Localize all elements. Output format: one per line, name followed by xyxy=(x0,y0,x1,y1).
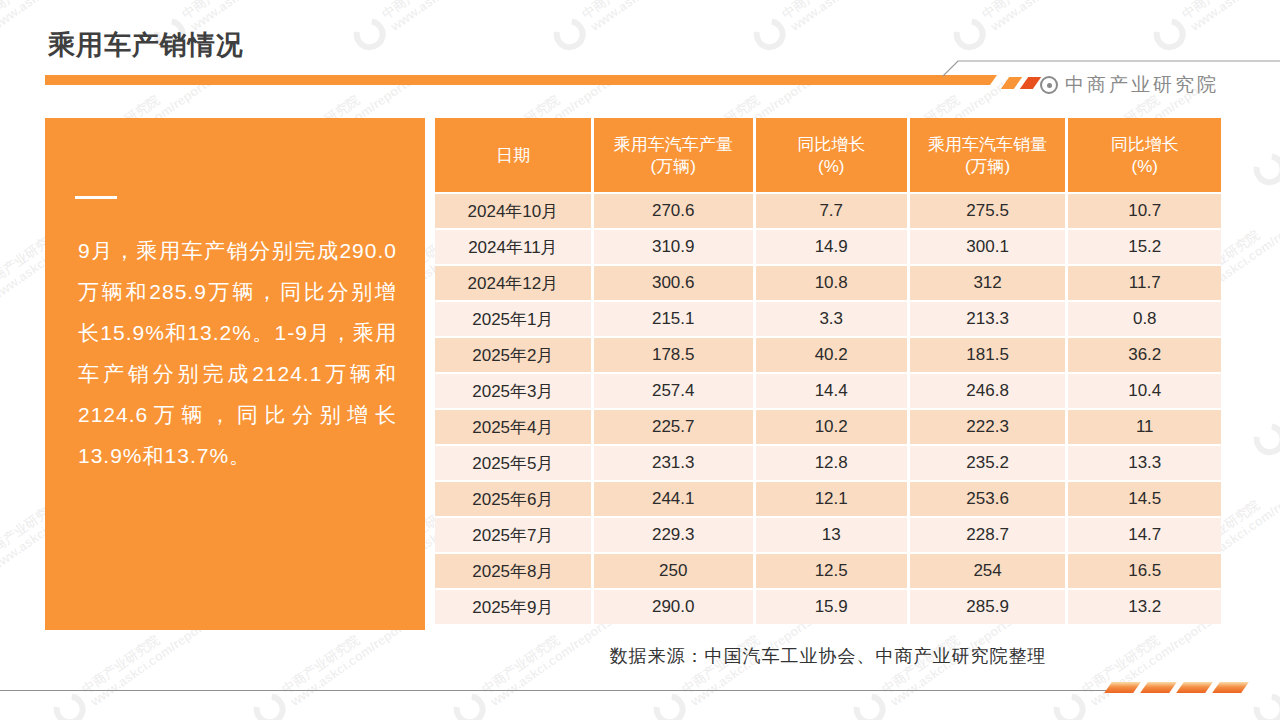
table-cell: 285.9 xyxy=(910,588,1069,624)
table-cell: 2025年2月 xyxy=(435,336,594,372)
table-cell: 2025年5月 xyxy=(435,444,594,480)
table-cell: 222.3 xyxy=(910,408,1069,444)
brand-name: 中商产业研究院 xyxy=(1065,72,1219,98)
table-cell: 246.8 xyxy=(910,372,1069,408)
table-row: 2025年6月244.112.1253.614.5 xyxy=(435,480,1221,516)
table-cell: 7.7 xyxy=(756,192,910,228)
column-header: 同比增长(%) xyxy=(1068,118,1221,192)
table-cell: 2025年3月 xyxy=(435,372,594,408)
table-cell: 2024年10月 xyxy=(435,192,594,228)
table-cell: 12.8 xyxy=(756,444,910,480)
table-cell: 270.6 xyxy=(594,192,756,228)
bottom-rule-line xyxy=(0,690,1108,691)
table-cell: 2024年11月 xyxy=(435,228,594,264)
table-cell: 10.4 xyxy=(1068,372,1221,408)
table-cell: 228.7 xyxy=(910,516,1069,552)
table-row: 2025年7月229.313228.714.7 xyxy=(435,516,1221,552)
table-cell: 13.3 xyxy=(1068,444,1221,480)
table-cell: 16.5 xyxy=(1068,552,1221,588)
table-row: 2024年11月310.914.9300.115.2 xyxy=(435,228,1221,264)
table-cell: 215.1 xyxy=(594,300,756,336)
table-header: 日期乘用车汽车产量(万辆)同比增长(%)乘用车汽车销量(万辆)同比增长(%) xyxy=(435,118,1221,192)
table-cell: 2025年9月 xyxy=(435,588,594,624)
table-cell: 2025年6月 xyxy=(435,480,594,516)
panel-dash xyxy=(75,196,117,199)
data-source-note: 数据来源：中国汽车工业协会、中商产业研究院整理 xyxy=(435,644,1221,668)
brand-logo: 中商产业研究院 xyxy=(1040,72,1219,98)
table-row: 2025年5月231.312.8235.213.3 xyxy=(435,444,1221,480)
table-cell: 3.3 xyxy=(756,300,910,336)
table-body: 2024年10月270.67.7275.510.72024年11月310.914… xyxy=(435,192,1221,624)
table-cell: 12.5 xyxy=(756,552,910,588)
table-cell: 2024年12月 xyxy=(435,264,594,300)
table-cell: 213.3 xyxy=(910,300,1069,336)
table-cell: 14.4 xyxy=(756,372,910,408)
table-cell: 10.7 xyxy=(1068,192,1221,228)
table-cell: 14.5 xyxy=(1068,480,1221,516)
table-cell: 300.1 xyxy=(910,228,1069,264)
table-cell: 12.1 xyxy=(756,480,910,516)
table-cell: 36.2 xyxy=(1068,336,1221,372)
table-cell: 2025年4月 xyxy=(435,408,594,444)
table-cell: 225.7 xyxy=(594,408,756,444)
table-cell: 254 xyxy=(910,552,1069,588)
table-cell: 2025年1月 xyxy=(435,300,594,336)
table-cell: 310.9 xyxy=(594,228,756,264)
column-header: 乘用车汽车销量(万辆) xyxy=(910,118,1069,192)
table-cell: 10.8 xyxy=(756,264,910,300)
table-cell: 13.2 xyxy=(1068,588,1221,624)
table-cell: 257.4 xyxy=(594,372,756,408)
table-cell: 14.9 xyxy=(756,228,910,264)
table-cell: 229.3 xyxy=(594,516,756,552)
bottom-deco-slashes xyxy=(1108,682,1245,693)
table-cell: 235.2 xyxy=(910,444,1069,480)
table-row: 2025年3月257.414.4246.810.4 xyxy=(435,372,1221,408)
table-cell: 11 xyxy=(1068,408,1221,444)
table-cell: 178.5 xyxy=(594,336,756,372)
summary-paragraph: 9月，乘用车产销分别完成290.0万辆和285.9万辆，同比分别增长15.9%和… xyxy=(45,230,425,476)
table-row: 2025年9月290.015.9285.913.2 xyxy=(435,588,1221,624)
table-cell: 253.6 xyxy=(910,480,1069,516)
table-cell: 231.3 xyxy=(594,444,756,480)
table-cell: 300.6 xyxy=(594,264,756,300)
table-cell: 312 xyxy=(910,264,1069,300)
table-cell: 13 xyxy=(756,516,910,552)
column-header: 日期 xyxy=(435,118,594,192)
table-cell: 10.2 xyxy=(756,408,910,444)
table-row: 2024年10月270.67.7275.510.7 xyxy=(435,192,1221,228)
table-cell: 2025年8月 xyxy=(435,552,594,588)
slide: 中商产业研究院www.askci.com/reports中商产业研究院www.a… xyxy=(0,0,1280,720)
table-cell: 181.5 xyxy=(910,336,1069,372)
table-cell: 0.8 xyxy=(1068,300,1221,336)
table-cell: 244.1 xyxy=(594,480,756,516)
table-cell: 14.7 xyxy=(1068,516,1221,552)
table-cell: 2025年7月 xyxy=(435,516,594,552)
table-cell: 250 xyxy=(594,552,756,588)
table-row: 2025年4月225.710.2222.311 xyxy=(435,408,1221,444)
table-cell: 275.5 xyxy=(910,192,1069,228)
table-cell: 40.2 xyxy=(756,336,910,372)
table-row: 2024年12月300.610.831211.7 xyxy=(435,264,1221,300)
table-row: 2025年1月215.13.3213.30.8 xyxy=(435,300,1221,336)
summary-panel: 9月，乘用车产销分别完成290.0万辆和285.9万辆，同比分别增长15.9%和… xyxy=(45,118,425,630)
table-cell: 11.7 xyxy=(1068,264,1221,300)
table-row: 2025年8月25012.525416.5 xyxy=(435,552,1221,588)
table-row: 2025年2月178.540.2181.536.2 xyxy=(435,336,1221,372)
column-header: 同比增长(%) xyxy=(756,118,910,192)
column-header: 乘用车汽车产量(万辆) xyxy=(594,118,756,192)
circle-dot-icon xyxy=(1040,76,1058,94)
data-table: 日期乘用车汽车产量(万辆)同比增长(%)乘用车汽车销量(万辆)同比增长(%) 2… xyxy=(435,118,1221,624)
data-table-container: 日期乘用车汽车产量(万辆)同比增长(%)乘用车汽车销量(万辆)同比增长(%) 2… xyxy=(435,118,1221,624)
table-cell: 15.9 xyxy=(756,588,910,624)
table-cell: 290.0 xyxy=(594,588,756,624)
table-cell: 15.2 xyxy=(1068,228,1221,264)
